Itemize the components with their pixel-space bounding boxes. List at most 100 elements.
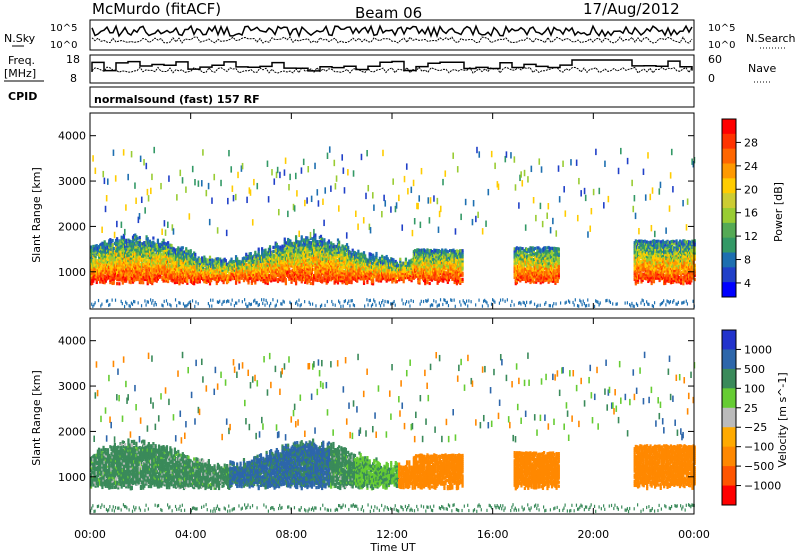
- echo-cell: [112, 239, 114, 242]
- sparse-echo: [412, 230, 414, 236]
- sparse-echo: [278, 209, 280, 215]
- echo-cell: [301, 235, 303, 238]
- ground-echo: [353, 303, 354, 306]
- ground-echo: [364, 304, 365, 307]
- sparse-echo: [135, 198, 137, 204]
- sparse-echo: [457, 166, 459, 172]
- sparse-echo: [491, 151, 493, 157]
- sparse-echo: [143, 159, 145, 165]
- ground-echo: [343, 305, 344, 308]
- ground-echo: [374, 300, 375, 303]
- sparse-echo: [442, 179, 444, 185]
- ground-echo: [249, 302, 250, 305]
- sparse-echo: [498, 184, 500, 190]
- echo-cell: [182, 246, 184, 249]
- ground-echo: [184, 305, 185, 308]
- noise-right-tick-top: 10^5: [708, 23, 735, 34]
- echo-cell: [106, 243, 108, 246]
- sparse-echo: [430, 197, 432, 203]
- echo-cell: [190, 249, 192, 252]
- ground-echo: [315, 304, 316, 307]
- sparse-echo: [311, 196, 313, 202]
- sparse-echo: [123, 149, 125, 155]
- sparse-echo: [477, 212, 479, 218]
- echo-cell: [363, 251, 365, 254]
- sparse-echo: [211, 197, 213, 203]
- ground-echo: [170, 304, 171, 307]
- ground-echo: [392, 302, 393, 305]
- nave-tick-top: 60: [708, 53, 722, 66]
- sparse-echo: [322, 199, 324, 205]
- ground-echo: [263, 298, 264, 301]
- echo-cell: [254, 251, 256, 254]
- sparse-echo: [437, 198, 439, 204]
- station-title: McMurdo (fitACF): [92, 0, 221, 18]
- ground-echo: [115, 299, 116, 302]
- ground-echo: [369, 299, 370, 302]
- ground-echo: [208, 302, 209, 305]
- nave-label: Nave: [748, 62, 776, 75]
- echo-cell: [259, 255, 261, 258]
- ground-echo: [433, 299, 434, 302]
- sparse-echo: [165, 229, 167, 235]
- ground-echo: [166, 299, 167, 302]
- echo-cell: [258, 248, 260, 251]
- ground-echo: [295, 302, 296, 305]
- echo-cell: [211, 258, 213, 261]
- date-title: 17/Aug/2012: [583, 0, 680, 18]
- ground-echo: [443, 298, 444, 301]
- sparse-echo: [296, 190, 298, 196]
- ground-echo: [261, 298, 262, 301]
- ground-echo: [250, 303, 251, 306]
- sparse-echo: [330, 186, 332, 192]
- ground-echo: [486, 301, 487, 304]
- echo-cell: [277, 245, 279, 248]
- ground-echo: [289, 301, 290, 304]
- nsky-label: N.Sky: [4, 32, 36, 45]
- ground-echo: [327, 300, 328, 303]
- sparse-echo: [288, 184, 290, 190]
- ground-echo: [420, 303, 421, 306]
- ground-echo: [246, 305, 247, 308]
- ground-echo: [254, 299, 255, 302]
- ground-echo: [132, 303, 133, 306]
- echo-cell: [207, 258, 209, 261]
- echo-cell: [317, 279, 319, 282]
- nave-trace: [92, 67, 692, 73]
- ground-echo: [124, 305, 125, 308]
- ground-echo: [134, 300, 135, 303]
- sparse-echo: [365, 193, 367, 199]
- echo-cell: [125, 239, 127, 242]
- sparse-echo: [102, 171, 104, 177]
- sparse-echo: [506, 151, 508, 157]
- sparse-echo: [294, 205, 296, 211]
- ground-echo: [354, 304, 355, 307]
- sparse-echo: [95, 168, 97, 174]
- ground-echo: [478, 299, 479, 302]
- freq-tick-bottom: 8: [70, 72, 77, 85]
- ground-echo: [106, 300, 107, 303]
- ground-echo: [164, 300, 165, 303]
- nsearch-label: N.Search: [746, 32, 796, 45]
- sparse-echo: [485, 221, 487, 227]
- ground-echo: [493, 299, 494, 302]
- ground-echo: [147, 300, 148, 303]
- sparse-echo: [252, 219, 254, 225]
- sparse-echo: [194, 179, 196, 185]
- ground-echo: [491, 303, 492, 306]
- echo-cell: [100, 265, 102, 268]
- ground-echo: [255, 301, 256, 304]
- sparse-echo: [268, 196, 270, 202]
- sparse-echo: [410, 187, 412, 193]
- sparse-echo: [494, 163, 496, 169]
- echo-cell: [185, 247, 187, 250]
- sparse-echo: [198, 180, 200, 186]
- sparse-echo: [306, 197, 308, 203]
- ground-echo: [367, 303, 368, 306]
- sparse-echo: [414, 218, 416, 224]
- echo-cell: [147, 237, 149, 240]
- sparse-echo: [185, 186, 187, 192]
- echo-cell: [310, 282, 312, 285]
- echo-cell: [96, 244, 98, 247]
- sparse-echo: [473, 200, 475, 206]
